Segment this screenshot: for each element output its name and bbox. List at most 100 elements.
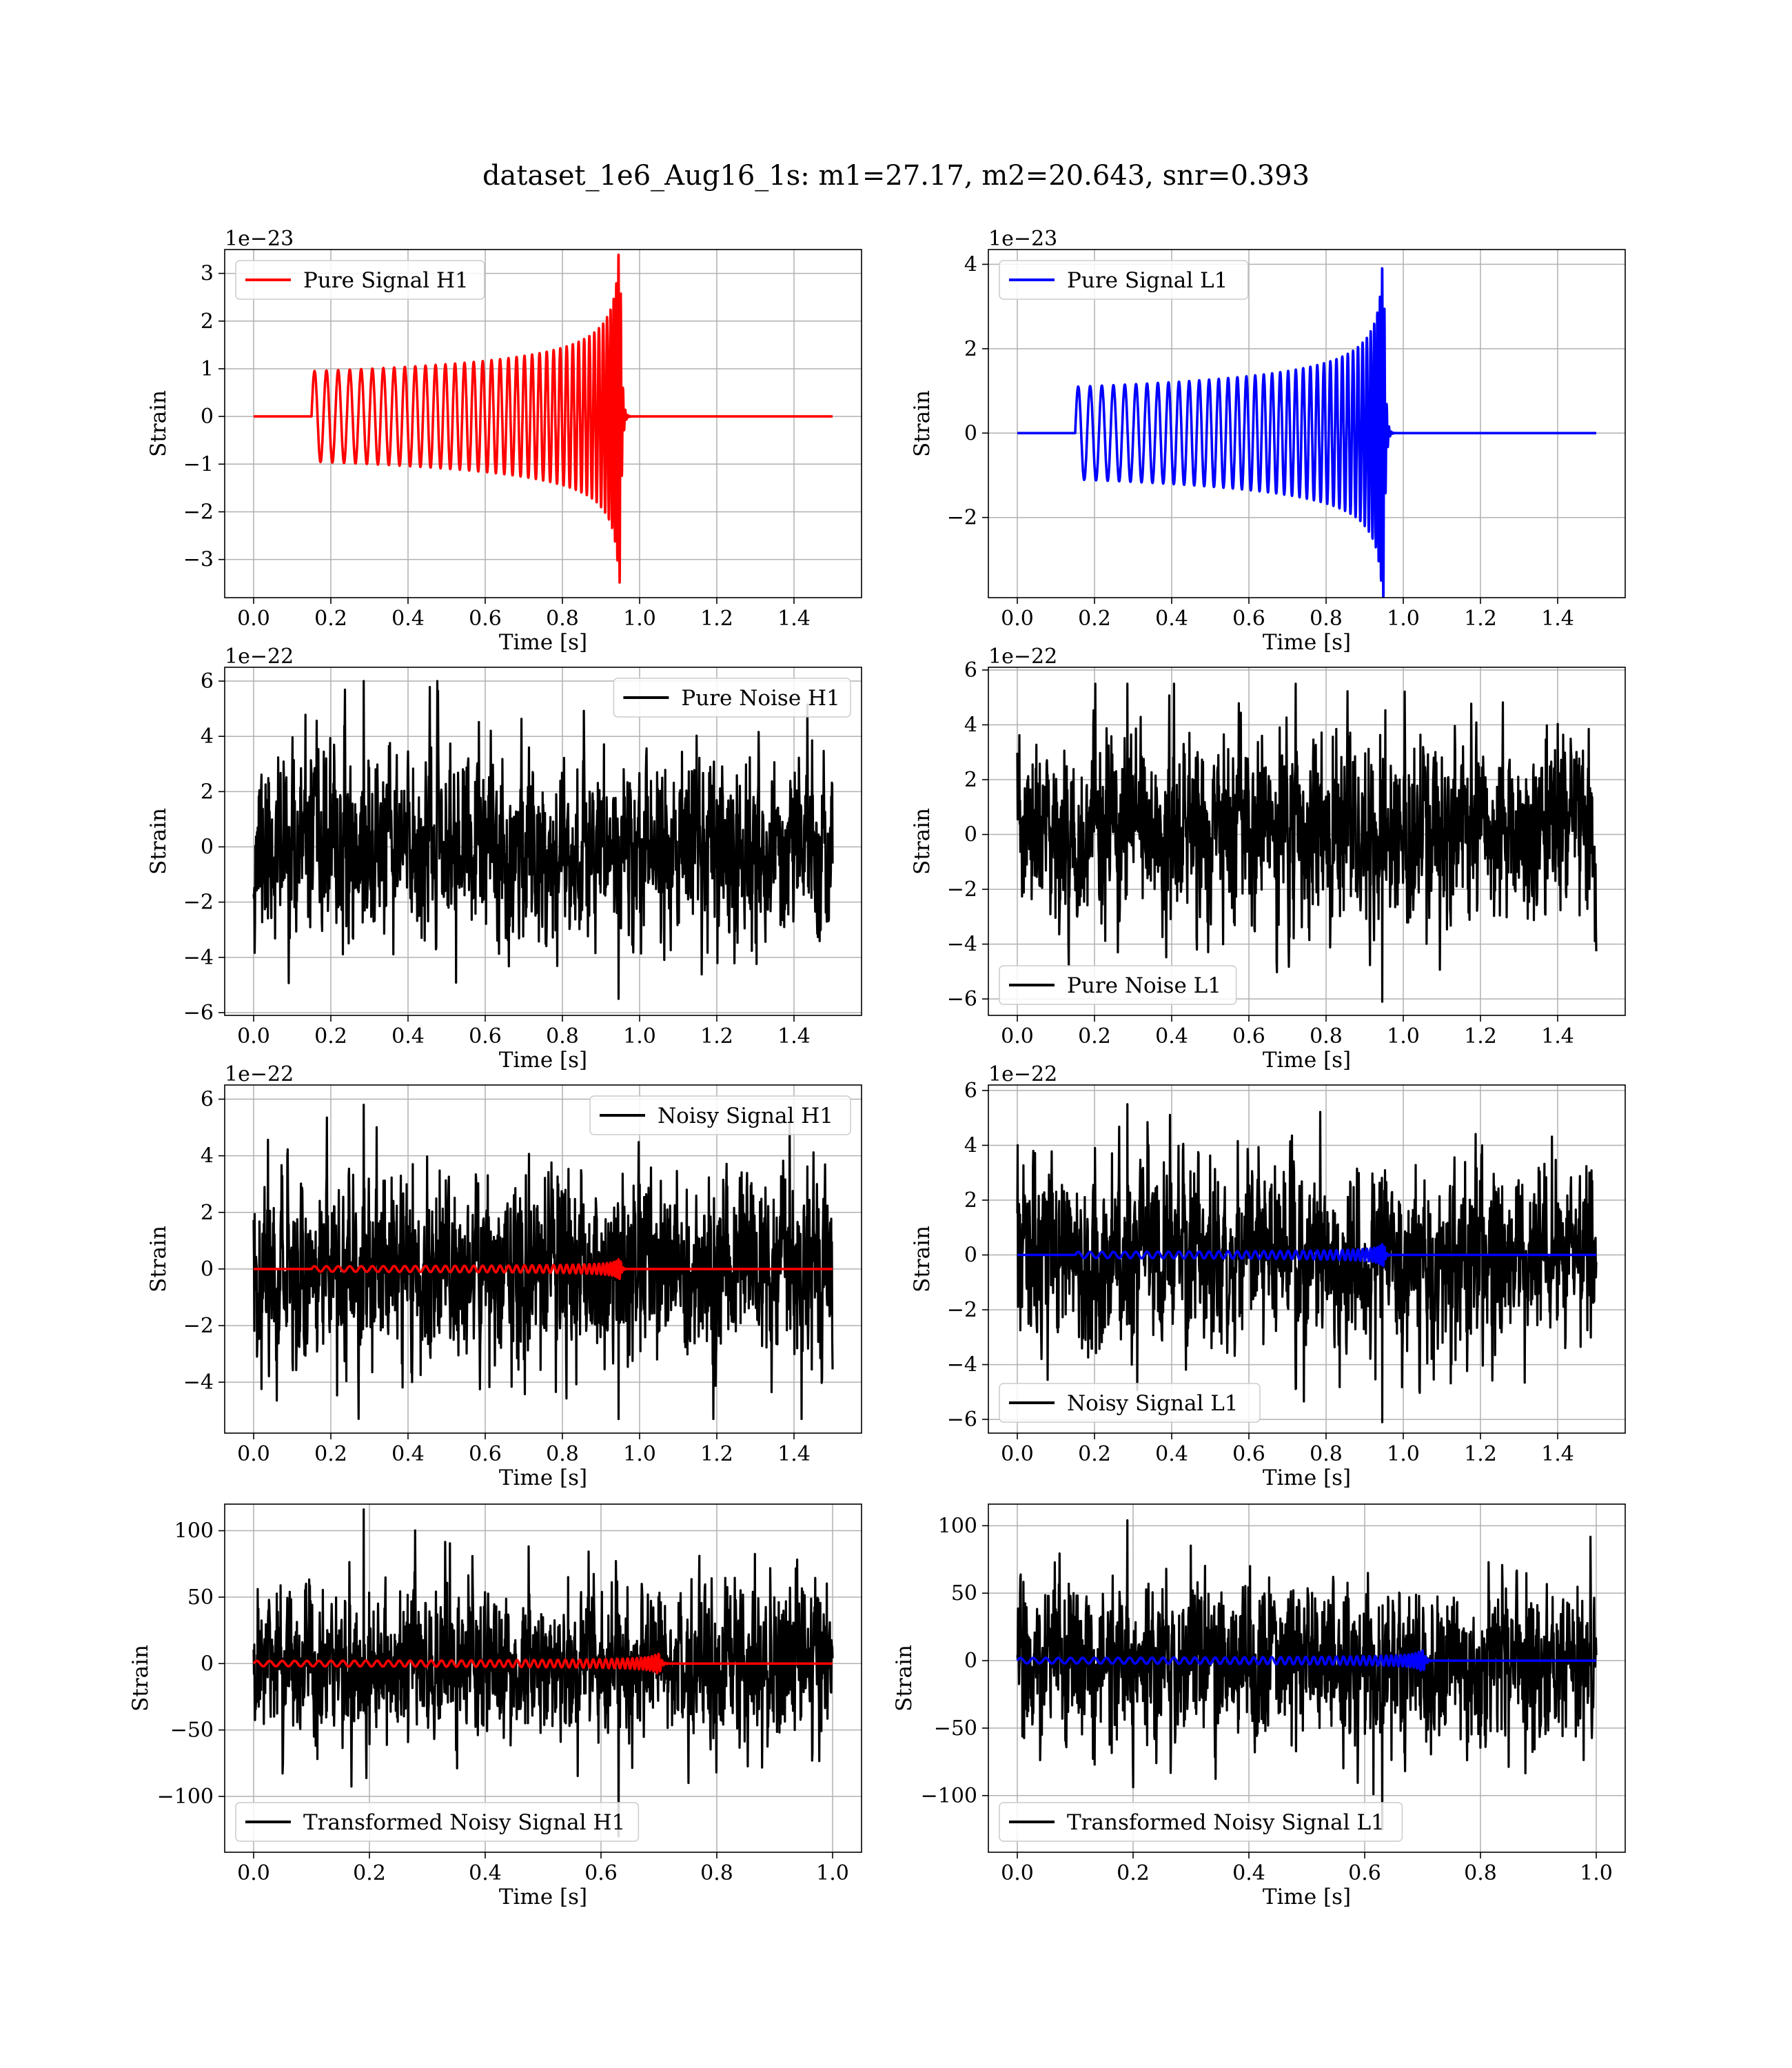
y-tick-label: 4 bbox=[201, 724, 214, 749]
series-group bbox=[252, 680, 834, 1000]
x-axis-label: Time [s] bbox=[1263, 1048, 1351, 1073]
x-tick-label: 0.8 bbox=[1310, 1024, 1343, 1048]
axes-frame bbox=[224, 1503, 862, 1853]
legend-label: Transformed Noisy Signal L1 bbox=[1067, 1810, 1385, 1835]
x-tick-label: 0.0 bbox=[237, 607, 270, 631]
legend: Pure Noise L1 bbox=[999, 965, 1237, 1005]
legend-box bbox=[999, 965, 1237, 1005]
legend-box bbox=[999, 260, 1249, 300]
series-line-noisy-signal-l1 bbox=[1016, 1103, 1598, 1423]
subplot-noisy-signal-h1: 0.0 0.2 0.4 0.6 0.8 1.0 1.2 1.4 −4 −2 0 2 4 6 Time [s]… bbox=[146, 1062, 862, 1490]
x-tick-label: 1.4 bbox=[777, 1442, 811, 1466]
series-group bbox=[252, 1104, 834, 1421]
y-tick-label: 3 bbox=[201, 262, 214, 286]
y-tick-label: −2 bbox=[947, 506, 977, 530]
legend-box bbox=[613, 678, 851, 718]
x-tick-label: 0.4 bbox=[1155, 1024, 1188, 1048]
y-tick-label: 0 bbox=[201, 835, 214, 860]
x-tick-label: 0.0 bbox=[1001, 1442, 1034, 1466]
legend: Transformed Noisy Signal L1 bbox=[999, 1802, 1403, 1842]
y-tick-label: −1 bbox=[183, 452, 214, 476]
y-tick-label: 6 bbox=[201, 669, 214, 693]
x-tick-label: 0.8 bbox=[1310, 1442, 1343, 1466]
x-tick-label: 0.8 bbox=[700, 1861, 733, 1885]
x-tick-label: 1.2 bbox=[700, 1442, 733, 1466]
y-tick-label: 6 bbox=[201, 1088, 214, 1112]
y-tick-label: 2 bbox=[964, 1188, 977, 1213]
x-axis-label: Time [s] bbox=[499, 1885, 587, 1909]
subplot-transformed-noisy-signal-h1: 0.0 0.2 0.4 0.6 0.8 1.0 −100 −50 0 50 100 Time [s] S… bbox=[128, 1503, 862, 1909]
y-tick-label: 6 bbox=[964, 1079, 977, 1103]
x-axis-label: Time [s] bbox=[499, 630, 587, 655]
x-tick-label: 0.6 bbox=[584, 1861, 618, 1885]
y-offset-label: 1e−22 bbox=[225, 1062, 294, 1086]
x-tick-label: 1.0 bbox=[1387, 1442, 1420, 1466]
x-tick-label: 0.6 bbox=[469, 1442, 502, 1466]
axes-frame bbox=[988, 249, 1626, 598]
x-tick-label: 0.0 bbox=[237, 1861, 270, 1885]
y-axis-label: Strain bbox=[910, 808, 935, 875]
y-tick-label: 100 bbox=[938, 1514, 977, 1538]
y-tick-label: −2 bbox=[183, 1314, 214, 1338]
legend-box bbox=[235, 1802, 640, 1842]
series-line-overlay-1 bbox=[1016, 1649, 1598, 1672]
y-tick-label: −2 bbox=[947, 1298, 977, 1322]
x-tick-label: 0.0 bbox=[1001, 1861, 1034, 1885]
x-tick-label: 1.2 bbox=[1464, 1442, 1497, 1466]
y-tick-label: 0 bbox=[964, 823, 977, 847]
x-tick-label: 1.4 bbox=[1541, 1024, 1574, 1048]
x-axis-label: Time [s] bbox=[499, 1048, 587, 1073]
series-line-noisy-signal-h1 bbox=[252, 1104, 834, 1421]
series-line-overlay-1 bbox=[254, 1258, 834, 1280]
x-tick-label: 0.4 bbox=[1232, 1861, 1265, 1885]
x-tick-label: 1.2 bbox=[1464, 607, 1497, 631]
legend-label: Pure Noise L1 bbox=[1067, 973, 1221, 998]
y-axis-label: Strain bbox=[128, 1645, 153, 1712]
x-tick-label: 0.2 bbox=[314, 1024, 347, 1048]
y-tick-label: 4 bbox=[964, 1133, 977, 1157]
y-tick-label: −50 bbox=[170, 1719, 214, 1743]
x-tick-label: 0.6 bbox=[1348, 1861, 1381, 1885]
y-tick-label: 0 bbox=[201, 405, 214, 429]
x-tick-label: 0.0 bbox=[237, 1024, 270, 1048]
x-tick-label: 0.2 bbox=[1078, 1024, 1111, 1048]
x-tick-label: 1.2 bbox=[700, 607, 733, 631]
y-offset-label: 1e−22 bbox=[225, 645, 294, 669]
y-tick-label: −2 bbox=[947, 878, 977, 902]
x-tick-label: 0.6 bbox=[469, 607, 502, 631]
y-tick-label: −6 bbox=[947, 1408, 977, 1432]
x-tick-label: 0.6 bbox=[469, 1024, 502, 1048]
y-tick-label: 0 bbox=[964, 1649, 977, 1673]
y-tick-label: −6 bbox=[183, 1001, 214, 1025]
y-tick-label: −4 bbox=[947, 933, 977, 957]
x-tick-label: 0.0 bbox=[237, 1442, 270, 1466]
subplot-grid: 0.0 0.2 0.4 0.6 0.8 1.0 1.2 1.4 −3 −2 −1 0 1 2 3 Time [… bbox=[128, 227, 1626, 1909]
x-tick-label: 0.0 bbox=[1001, 607, 1034, 631]
series-line-pure-signal-l1 bbox=[1017, 267, 1598, 598]
y-tick-label: 2 bbox=[964, 337, 977, 361]
axes-frame bbox=[224, 1084, 862, 1434]
x-tick-label: 0.2 bbox=[1078, 1442, 1111, 1466]
x-tick-label: 0.8 bbox=[1464, 1861, 1497, 1885]
x-axis-label: Time [s] bbox=[499, 1466, 587, 1490]
x-tick-label: 0.6 bbox=[1232, 607, 1265, 631]
legend-label: Noisy Signal H1 bbox=[658, 1104, 833, 1128]
x-axis-label: Time [s] bbox=[1263, 1466, 1351, 1490]
y-tick-label: 0 bbox=[201, 1257, 214, 1281]
series-group bbox=[1016, 682, 1598, 1003]
x-tick-label: 1.0 bbox=[623, 1442, 656, 1466]
plot-area bbox=[225, 250, 862, 598]
x-tick-label: 0.4 bbox=[469, 1861, 502, 1885]
subplot-pure-noise-h1: 0.0 0.2 0.4 0.6 0.8 1.0 1.2 1.4 −6 −4 −2 0 2 4 6 Time [… bbox=[146, 645, 862, 1073]
y-tick-label: −2 bbox=[183, 500, 214, 524]
y-tick-label: 0 bbox=[964, 1244, 977, 1268]
axes-frame bbox=[988, 667, 1626, 1016]
x-tick-label: 1.4 bbox=[1541, 607, 1574, 631]
x-tick-label: 1.0 bbox=[816, 1861, 849, 1885]
y-tick-label: −2 bbox=[183, 891, 214, 915]
legend: Pure Signal L1 bbox=[999, 260, 1249, 300]
figure-title: dataset_1e6_Aug16_1s: m1=27.17, m2=20.64… bbox=[482, 160, 1310, 192]
y-tick-label: −4 bbox=[183, 1370, 214, 1395]
y-tick-label: 1 bbox=[201, 357, 214, 381]
